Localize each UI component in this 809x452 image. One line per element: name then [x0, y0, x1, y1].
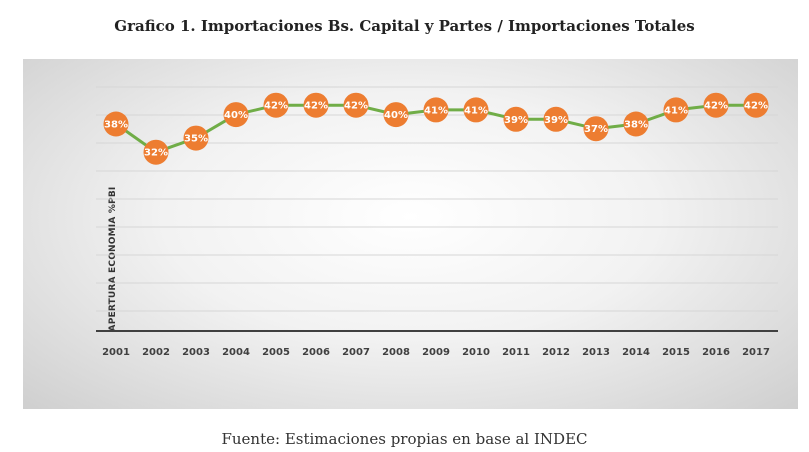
data-point	[423, 97, 449, 123]
data-point	[503, 106, 529, 132]
data-point	[543, 106, 569, 132]
x-tick-label: 2005	[262, 347, 290, 358]
data-point	[663, 97, 689, 123]
data-label: 40%	[384, 110, 408, 121]
line-chart: 38% 32% 35% 40% 42% 42% 42% 40% 41% 41% 39% 39% 37% 3…	[96, 86, 778, 358]
data-label: 42%	[304, 101, 328, 112]
x-tick-label: 2012	[542, 347, 570, 358]
data-label: 35%	[184, 134, 208, 145]
data-label: 41%	[664, 105, 688, 116]
data-point	[183, 125, 209, 151]
data-label: 37%	[584, 124, 608, 135]
data-point	[463, 97, 489, 123]
data-label: 42%	[744, 101, 768, 112]
x-tick-label: 2011	[502, 347, 530, 358]
x-tick-label: 2016	[702, 347, 730, 358]
x-tick-label: 2014	[622, 347, 650, 358]
x-tick-labels: 2001 2002 2003 2004 2005 2006 2007 2008 2009 2010…	[102, 347, 770, 358]
data-point	[703, 92, 729, 118]
data-label: 42%	[704, 101, 728, 112]
x-tick-label: 2009	[422, 347, 450, 358]
data-point	[343, 92, 369, 118]
x-tick-label: 2007	[342, 347, 370, 358]
data-point	[743, 92, 769, 118]
x-tick-label: 2015	[662, 347, 690, 358]
data-label: 41%	[424, 105, 448, 116]
data-point	[383, 102, 409, 128]
x-tick-label: 2017	[742, 347, 770, 358]
data-label: 40%	[224, 110, 248, 121]
x-tick-label: 2003	[182, 347, 210, 358]
data-label: 38%	[624, 120, 648, 131]
data-label: 32%	[144, 148, 168, 159]
data-point	[583, 116, 609, 142]
data-label: 41%	[464, 105, 488, 116]
x-tick-label: 2001	[102, 347, 130, 358]
data-label: 42%	[344, 101, 368, 112]
data-point	[303, 92, 329, 118]
x-tick-label: 2010	[462, 347, 490, 358]
data-point	[623, 111, 649, 137]
chart-title: Grafico 1. Importaciones Bs. Capital y P…	[114, 17, 695, 35]
data-label: 42%	[264, 101, 288, 112]
x-tick-label: 2002	[142, 347, 170, 358]
data-label: 39%	[544, 115, 568, 126]
data-label: 38%	[104, 120, 128, 131]
markers: 38% 32% 35% 40% 42% 42% 42% 40% 41% 41% 39% 39% 37% 3…	[103, 92, 769, 165]
x-tick-label: 2006	[302, 347, 330, 358]
data-point	[223, 102, 249, 128]
data-point	[103, 111, 129, 137]
x-tick-label: 2004	[222, 347, 250, 358]
source-caption: Fuente: Estimaciones propias en base al …	[221, 430, 588, 448]
data-point	[143, 139, 169, 165]
x-tick-label: 2008	[382, 347, 410, 358]
data-label: 39%	[504, 115, 528, 126]
x-tick-label: 2013	[582, 347, 610, 358]
data-point	[263, 92, 289, 118]
